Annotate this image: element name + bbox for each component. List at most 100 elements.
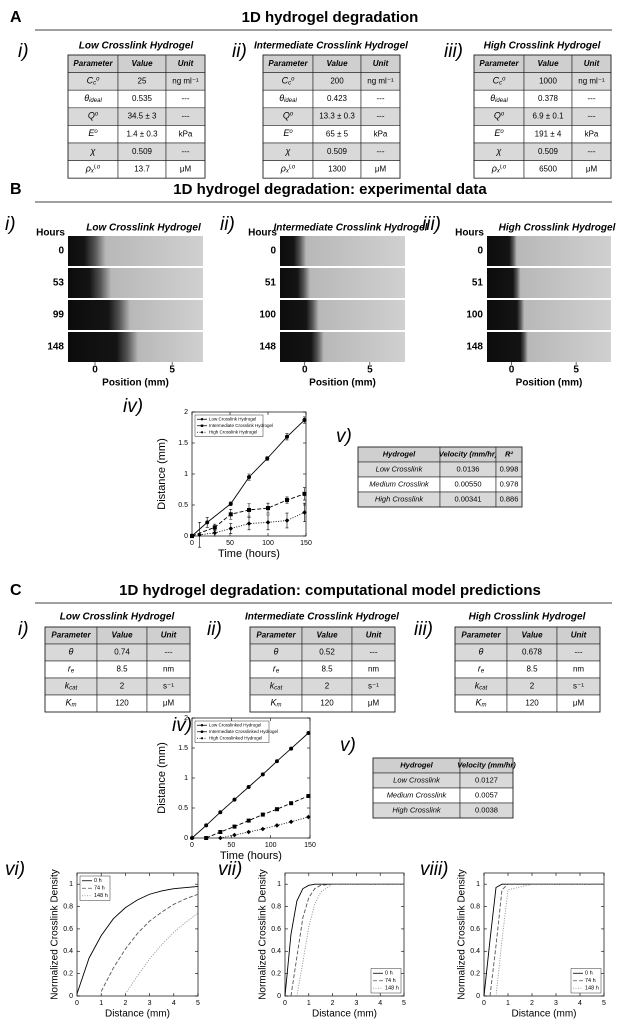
marker	[232, 832, 237, 838]
marker	[266, 506, 270, 511]
x-tick-label: 3	[354, 1000, 358, 1007]
marker	[190, 836, 194, 840]
x-tick-label: 5	[196, 1000, 200, 1007]
marker	[260, 826, 266, 832]
x-axis-title: Distance (mm)	[312, 1009, 377, 1020]
table-title: High Crosslink Hydrogel	[484, 41, 601, 52]
marker	[274, 759, 279, 764]
panel-numeral: ii)	[232, 41, 247, 62]
x-tick-label: 4	[172, 1000, 176, 1007]
legend-label: High Crosslink Hydrogel	[209, 429, 257, 434]
table-text: ---	[588, 112, 596, 121]
gel-image	[68, 332, 203, 362]
marker	[246, 829, 251, 835]
param-base: K	[475, 698, 482, 708]
marker	[274, 823, 280, 828]
y-tick-label: 0	[184, 835, 188, 842]
marker	[260, 812, 265, 817]
plot-frame	[76, 872, 199, 997]
panel-numeral: viii)	[420, 859, 449, 880]
marker	[228, 512, 233, 517]
table-text: s⁻¹	[368, 682, 379, 691]
table-text: 0.978	[500, 479, 519, 488]
panel-numeral: iii)	[444, 41, 463, 62]
table-header: Value	[111, 631, 133, 640]
legend-label: 74 h	[94, 886, 105, 892]
x-tick-label: 100	[265, 842, 277, 849]
table-text: s⁻¹	[163, 682, 174, 691]
x-tick-label: 5	[602, 1000, 606, 1007]
param-sup: o	[500, 130, 504, 136]
table-text: 0.509	[538, 147, 559, 156]
table-text: ng ml⁻¹	[578, 77, 605, 86]
y-tick-label: 0.5	[178, 502, 188, 509]
panel-numeral: i)	[5, 214, 16, 235]
param-symbol: Cco	[282, 76, 296, 87]
table-title: Low Crosslink Hydrogel	[60, 612, 175, 623]
y-tick-label: 0.5	[178, 805, 188, 812]
param-sub: cat	[69, 686, 77, 692]
param-base: E	[88, 129, 95, 139]
table-text: 0.886	[500, 494, 519, 503]
table-text: 0.535	[132, 94, 153, 103]
table-border	[249, 626, 396, 713]
y-tick-label: 0.8	[63, 903, 73, 910]
param-base: k	[475, 681, 480, 691]
marker	[232, 797, 237, 802]
marker	[204, 836, 209, 840]
panel-numeral: vi)	[5, 859, 25, 880]
param-sup: o	[96, 77, 100, 83]
param-base: χ	[285, 146, 292, 156]
table-text: 0.00341	[454, 494, 481, 503]
table-text: 25	[138, 77, 147, 86]
x-tick-label: 3	[554, 1000, 558, 1007]
param-base: θ	[69, 647, 74, 657]
table-text: 0.378	[538, 94, 559, 103]
table-text: μM	[375, 165, 387, 174]
table-text: μM	[573, 699, 585, 708]
table-text: 0.509	[327, 147, 348, 156]
param-symbol: Cco	[493, 76, 507, 87]
table-header: Unit	[584, 59, 600, 68]
x-tick-label: 50	[227, 842, 235, 849]
legend-label: 148 h	[585, 986, 599, 992]
panel-numeral: ii)	[207, 619, 222, 640]
marker	[218, 830, 223, 834]
gel-image	[280, 300, 405, 330]
legend-label: 74 h	[385, 978, 396, 984]
param-base: Q	[88, 111, 95, 121]
gel-image	[68, 268, 203, 298]
table-title: Intermediate Crosslink Hydrogel	[245, 612, 399, 623]
table-text: 34.5 ± 3	[128, 112, 157, 121]
x-tick-label: 3	[148, 1000, 152, 1007]
table-text: 0.52	[319, 648, 335, 657]
table-text: 191 ± 4	[535, 129, 562, 138]
hour-label: 148	[47, 342, 64, 353]
param-base: K	[270, 698, 277, 708]
table-text: kPa	[179, 129, 193, 138]
x-tick-label: 4	[578, 1000, 582, 1007]
table-text: Medium Crosslink	[387, 790, 448, 799]
x-tick-label: 150	[300, 540, 312, 547]
param-sup: o	[291, 77, 295, 83]
y-tick-label: 2	[184, 409, 188, 416]
param-sub: c	[288, 81, 291, 87]
x-tick-label: 1	[307, 1000, 311, 1007]
table-border	[372, 757, 514, 819]
param-symbol: θ	[479, 647, 484, 657]
panel-numeral: i)	[18, 41, 29, 62]
param-base: ρ	[491, 164, 497, 174]
hours-label: Hours	[36, 228, 65, 239]
param-base: k	[270, 681, 275, 691]
x-axis-title: Position (mm)	[516, 378, 583, 389]
y-tick-label: 1	[69, 881, 73, 888]
marker	[190, 534, 194, 538]
param-sub: e	[71, 669, 75, 675]
marker	[200, 724, 204, 727]
table-text: ---	[588, 94, 596, 103]
table-header: Parameter	[73, 59, 113, 68]
marker	[218, 810, 223, 815]
x-tick-label: 0	[482, 1000, 486, 1007]
table-text: 2	[530, 682, 535, 691]
